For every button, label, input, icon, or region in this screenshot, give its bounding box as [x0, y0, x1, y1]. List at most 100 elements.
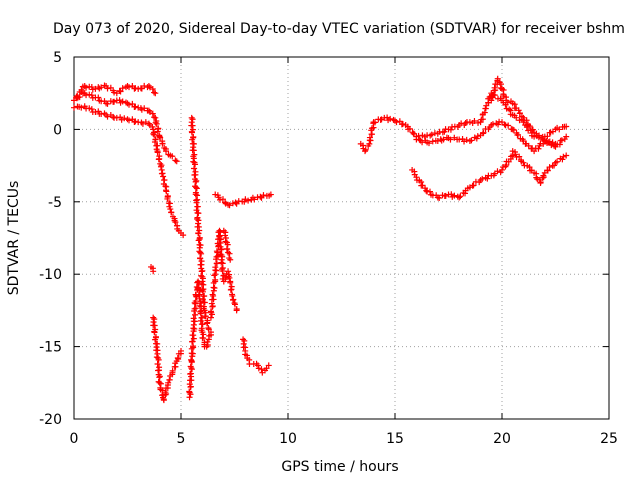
data-point: [495, 121, 502, 128]
data-point: [157, 163, 164, 170]
data-point: [516, 110, 523, 117]
data-point: [190, 335, 197, 342]
data-point: [441, 128, 448, 135]
y-tick-label: -10: [39, 267, 62, 283]
data-point: [192, 178, 199, 185]
data-point: [205, 326, 212, 333]
data-point: [88, 92, 95, 99]
data-point: [159, 140, 166, 147]
data-point: [192, 311, 199, 318]
data-point: [474, 133, 481, 140]
data-point: [156, 379, 163, 386]
data-point: [384, 114, 391, 121]
data-point: [193, 199, 200, 206]
data-point: [76, 94, 83, 101]
data-point: [104, 113, 111, 120]
data-point: [154, 350, 161, 357]
data-point: [141, 105, 148, 112]
x-tick-label: 0: [70, 431, 79, 447]
data-point: [224, 246, 231, 253]
data-point: [197, 317, 204, 324]
data-point: [189, 129, 196, 136]
data-point: [198, 268, 205, 275]
data-point: [111, 98, 118, 105]
data-point: [558, 137, 565, 144]
chart-title: Day 073 of 2020, Sidereal Day-to-day VTE…: [53, 21, 625, 37]
data-point: [157, 134, 164, 141]
data-point: [169, 153, 176, 160]
data-point: [556, 126, 563, 133]
data-point: [368, 131, 375, 138]
data-point: [416, 136, 423, 143]
data-point: [71, 104, 77, 111]
data-point: [187, 370, 194, 377]
data-point: [195, 237, 202, 244]
data-point: [212, 264, 219, 271]
data-point: [152, 336, 159, 343]
data-point: [95, 94, 102, 101]
data-point: [116, 97, 123, 104]
x-tick-label: 15: [386, 431, 404, 447]
data-point: [512, 151, 519, 158]
data-point: [216, 233, 223, 240]
data-point: [195, 210, 202, 217]
data-point: [471, 117, 478, 124]
data-point: [189, 338, 196, 345]
data-point: [393, 119, 400, 126]
data-point: [154, 142, 161, 149]
data-point: [211, 272, 218, 279]
data-point: [73, 95, 80, 102]
data-point: [217, 246, 224, 253]
data-point: [150, 130, 157, 137]
data-point: [162, 389, 169, 396]
data-point: [451, 192, 458, 199]
data-point: [92, 109, 99, 116]
data-point: [193, 207, 200, 214]
data-point: [197, 249, 204, 256]
data-point: [98, 84, 105, 91]
data-point: [117, 88, 124, 95]
data-point: [462, 190, 469, 197]
data-point: [162, 183, 169, 190]
data-point: [190, 140, 197, 147]
data-point: [227, 256, 234, 263]
data-point: [152, 90, 159, 97]
data-point: [232, 199, 239, 206]
data-point: [126, 117, 133, 124]
data-point: [192, 184, 199, 191]
data-point: [212, 191, 219, 198]
data-point: [178, 347, 184, 354]
data-point: [142, 119, 149, 126]
data-point: [226, 274, 233, 281]
data-point: [192, 298, 199, 305]
data-point: [546, 164, 553, 171]
data-point: [526, 164, 533, 171]
y-axis-title: SDTVAR / TECUs: [6, 181, 22, 296]
data-point: [491, 84, 498, 91]
data-point: [436, 195, 443, 202]
data-point: [163, 148, 170, 155]
data-point: [457, 193, 464, 200]
x-tick-label: 5: [177, 431, 186, 447]
data-point: [132, 103, 139, 110]
data-point: [425, 140, 432, 147]
data-point: [225, 268, 232, 275]
data-point: [406, 125, 413, 132]
data-point: [483, 102, 490, 109]
data-point: [552, 140, 559, 147]
data-point: [151, 131, 158, 138]
data-point: [104, 85, 111, 92]
data-point: [191, 171, 198, 178]
data-point: [226, 202, 233, 209]
data-point: [209, 291, 216, 298]
data-point: [151, 329, 158, 336]
data-point: [194, 203, 201, 210]
data-point: [399, 120, 406, 127]
data-point: [213, 253, 220, 260]
data-point: [255, 365, 262, 372]
data-point: [180, 232, 187, 239]
data-point: [196, 236, 203, 243]
data-point: [153, 120, 160, 127]
data-point: [110, 113, 117, 120]
